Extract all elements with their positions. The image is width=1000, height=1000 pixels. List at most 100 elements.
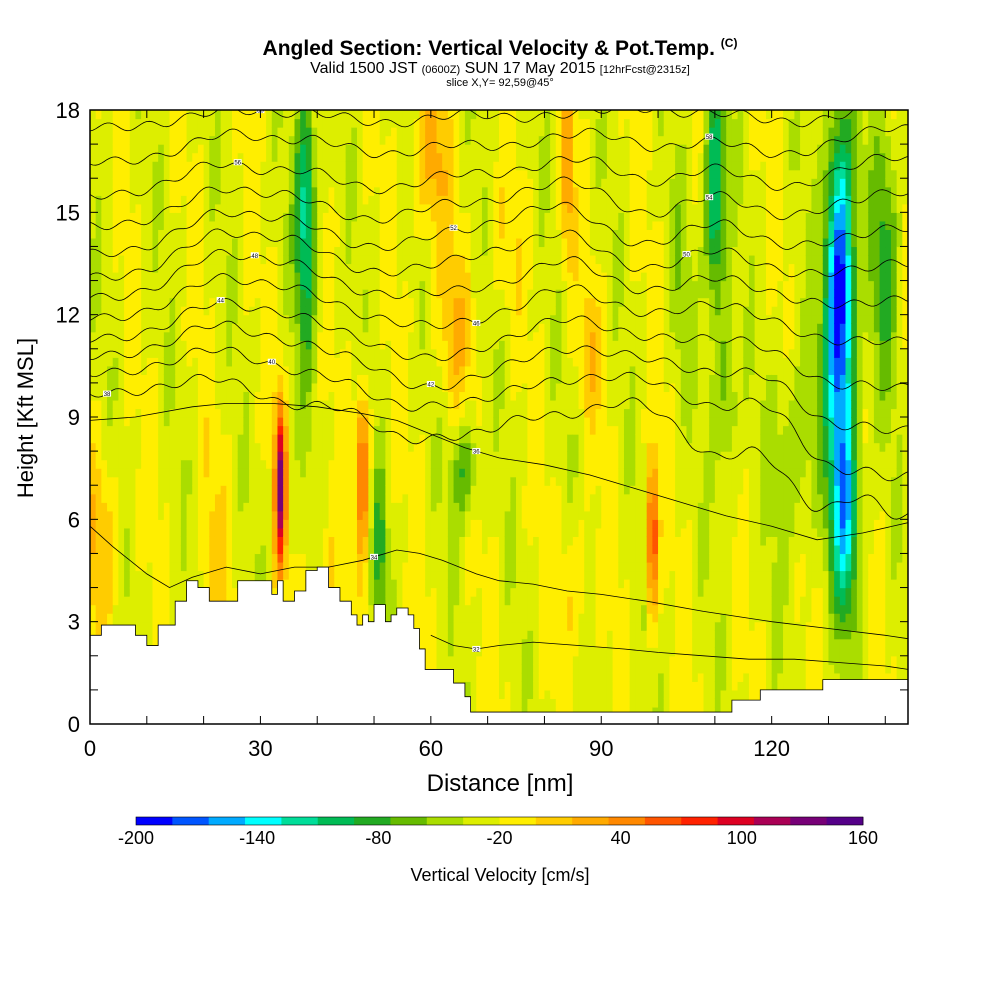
heat-cell (169, 425, 176, 435)
heat-cell (442, 348, 449, 358)
heat-cell (118, 382, 125, 393)
heat-cell (470, 161, 477, 171)
heat-cell (254, 502, 262, 512)
heat-cell (169, 237, 176, 248)
heat-cell (294, 399, 301, 410)
heat-cell (129, 323, 137, 333)
heat-cell (283, 169, 290, 179)
heat-cell (419, 459, 426, 469)
heat-cell (300, 203, 307, 213)
heat-cell (271, 527, 279, 537)
heat-cell (118, 135, 125, 145)
heat-cell (317, 263, 324, 273)
heat-cell (214, 502, 222, 512)
heat-cell (481, 553, 489, 563)
heat-cell (339, 365, 347, 375)
heat-cell (328, 485, 335, 495)
heat-cell (379, 169, 386, 179)
heat-cell (129, 263, 137, 273)
heat-cell (368, 442, 375, 452)
heat-cell (260, 229, 267, 239)
heat-cell (146, 195, 154, 205)
heat-cell (175, 135, 182, 145)
heat-cell (351, 186, 358, 196)
heat-cell (447, 110, 455, 120)
heat-cell (379, 476, 386, 486)
heat-cell (328, 382, 335, 393)
heat-cell (311, 220, 318, 230)
heat-cell (169, 613, 176, 623)
heat-cell (124, 203, 131, 213)
heat-cell (464, 510, 472, 520)
heat-cell (124, 493, 131, 503)
heat-cell (419, 357, 426, 367)
heat-cell (249, 323, 256, 333)
heat-cell (311, 553, 318, 563)
heat-cell (453, 417, 460, 427)
heat-cell (271, 178, 279, 188)
heat-cell (209, 519, 216, 529)
heat-cell (124, 152, 131, 162)
heat-cell (328, 442, 335, 452)
heat-cell (430, 340, 438, 350)
heat-cell (379, 306, 386, 316)
heat-cell (322, 408, 330, 418)
heat-cell (277, 237, 284, 248)
heat-cell (135, 254, 142, 265)
heat-cell (169, 493, 176, 503)
heat-cell (453, 272, 460, 282)
heat-cell (146, 510, 154, 520)
heat-cell (101, 178, 108, 188)
heat-cell (197, 468, 205, 478)
heat-cell (464, 664, 472, 674)
heat-cell (101, 485, 108, 495)
heat-cell (186, 408, 193, 418)
heat-cell (175, 587, 182, 597)
heat-cell (396, 246, 404, 256)
heat-cell (362, 561, 369, 572)
heat-cell (237, 195, 244, 205)
heat-cell (249, 348, 256, 358)
heat-cell (408, 229, 415, 239)
heat-cell (288, 323, 296, 333)
heat-cell (374, 408, 381, 418)
heat-cell (408, 519, 415, 529)
heat-cell (408, 604, 415, 614)
heat-cell (288, 169, 296, 179)
heat-cell (425, 519, 432, 529)
heat-cell (141, 178, 148, 188)
heat-cell (175, 434, 182, 444)
heat-cell (95, 519, 102, 529)
heat-cell (260, 468, 267, 478)
heat-cell (141, 229, 148, 239)
heat-cell (334, 485, 341, 495)
heat-cell (470, 144, 477, 154)
heat-cell (135, 289, 142, 299)
heat-cell (260, 178, 267, 188)
heat-cell (209, 425, 216, 435)
heat-cell (464, 604, 472, 614)
heat-cell (345, 237, 352, 248)
heat-cell (464, 365, 472, 375)
heat-cell (197, 476, 205, 486)
heat-cell (351, 544, 358, 555)
heat-cell (158, 186, 165, 196)
heat-cell (430, 152, 438, 162)
heat-cell (118, 314, 125, 324)
heat-cell (152, 468, 159, 478)
heat-cell (379, 195, 386, 205)
heat-cell (294, 425, 301, 435)
heat-cell (379, 382, 386, 393)
heat-cell (379, 127, 386, 137)
heat-cell (277, 272, 284, 282)
heat-cell (322, 161, 330, 171)
heat-cell (243, 502, 250, 512)
heat-cell (442, 536, 449, 546)
heat-cell (425, 493, 432, 503)
heat-cell (237, 306, 244, 316)
heat-cell (146, 468, 154, 478)
heat-cell (192, 417, 199, 427)
heat-cell (254, 434, 262, 444)
heat-cell (254, 408, 262, 418)
heat-cell (351, 374, 358, 384)
